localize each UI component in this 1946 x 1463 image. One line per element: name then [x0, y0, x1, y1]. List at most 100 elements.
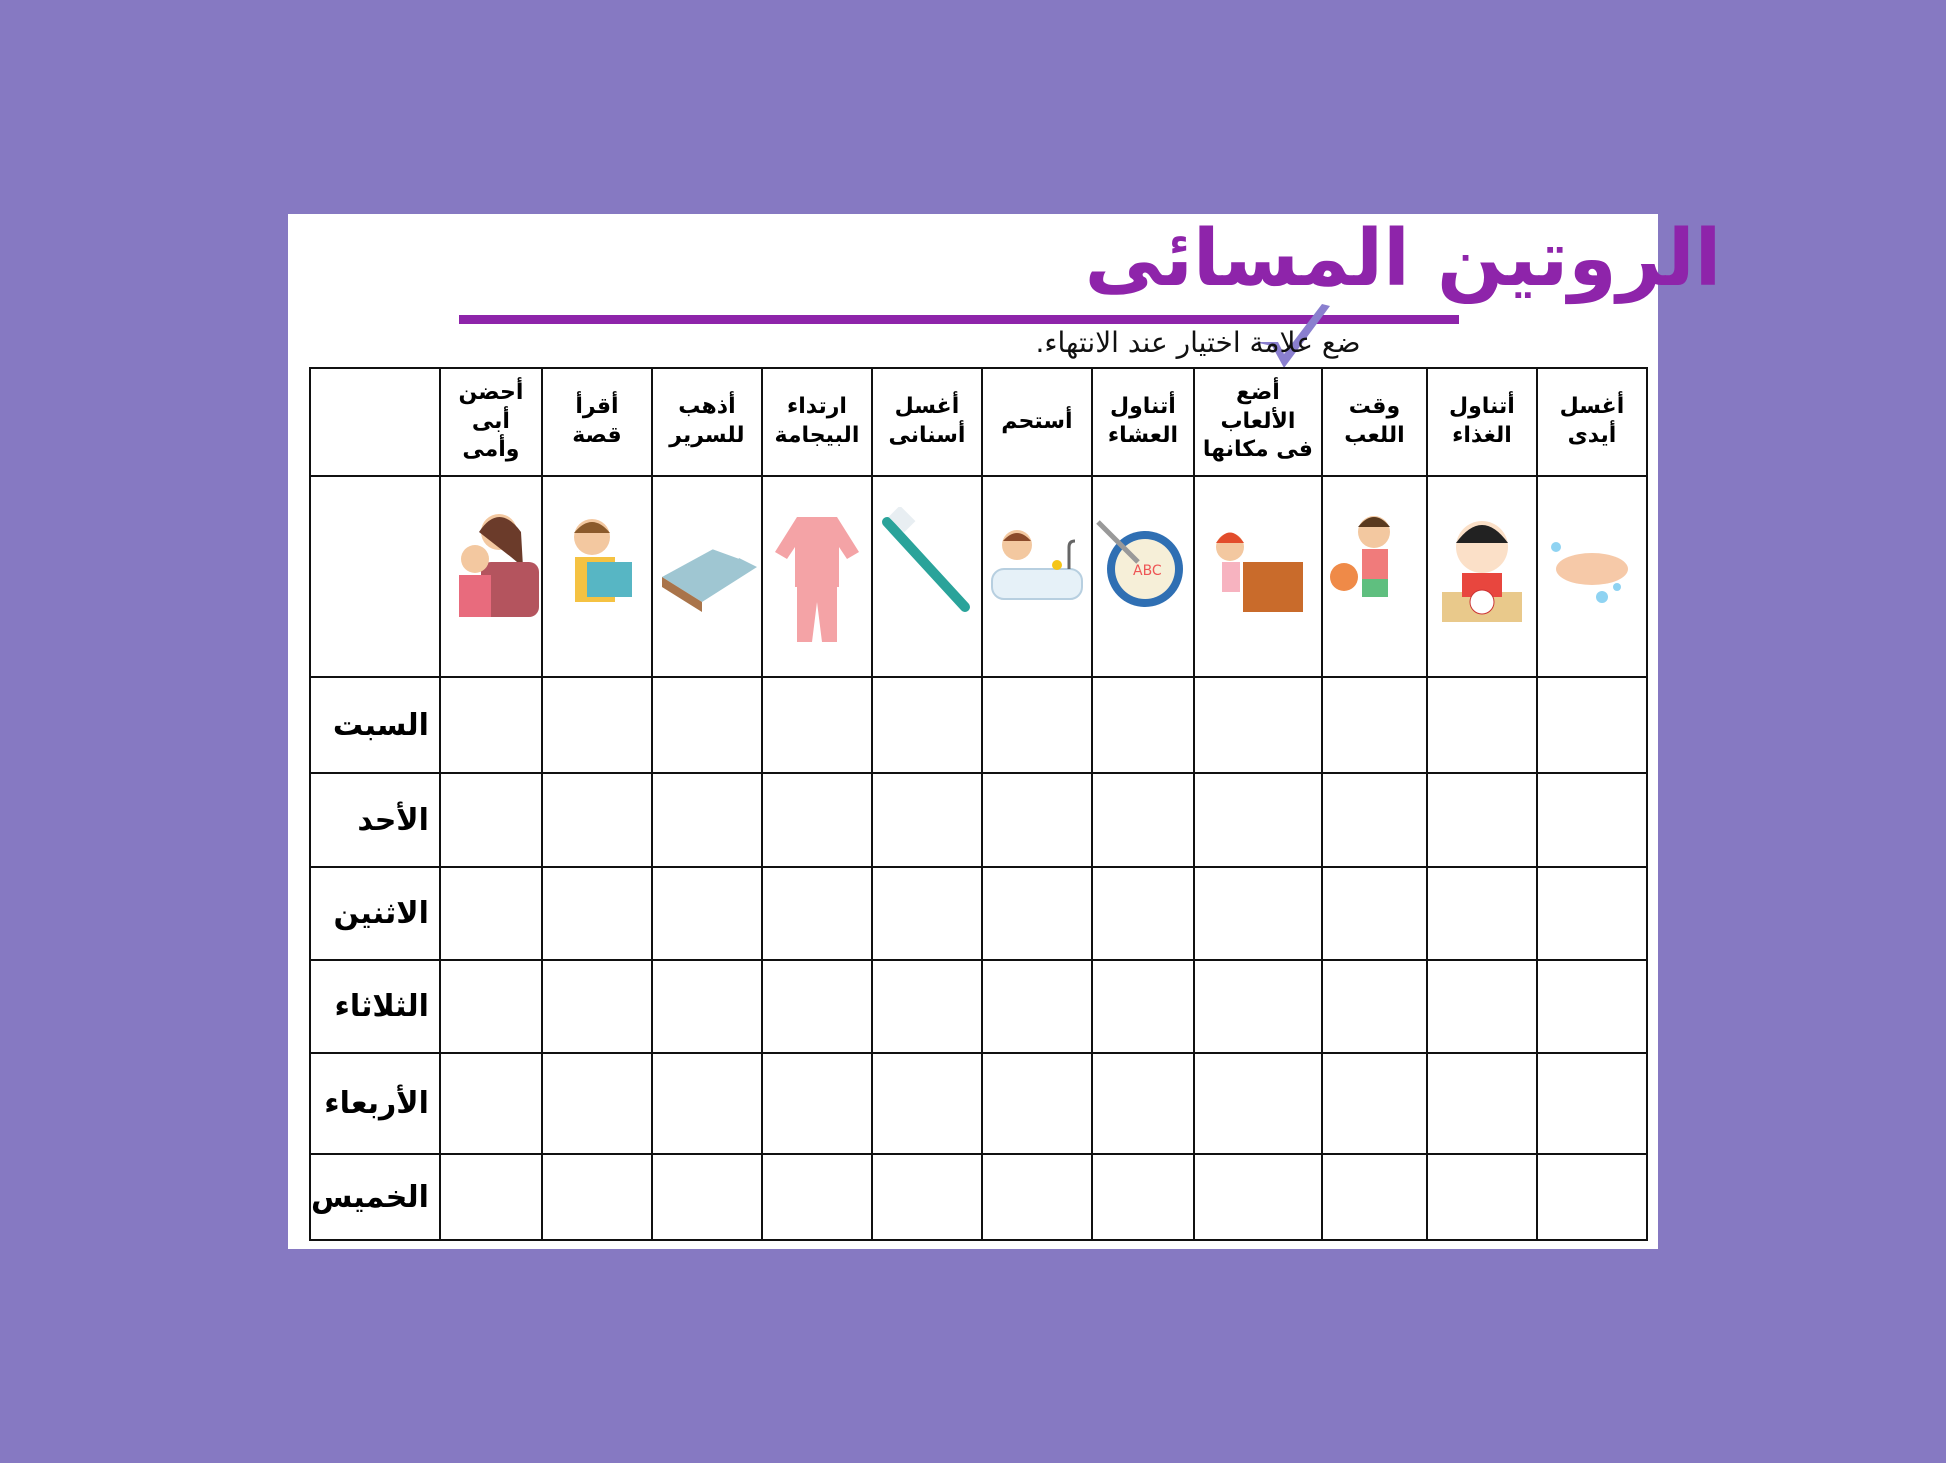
column-illustration — [438, 475, 543, 678]
bed-icon — [661, 536, 757, 612]
check-cell[interactable] — [980, 676, 1093, 774]
check-cell[interactable] — [870, 1153, 983, 1241]
day-label: الأربعاء — [309, 1052, 441, 1155]
corner-cell — [309, 475, 441, 678]
check-cell[interactable] — [438, 1153, 543, 1241]
check-cell[interactable] — [870, 959, 983, 1054]
column-header: أستحم — [980, 367, 1093, 477]
column-illustration — [760, 475, 873, 678]
check-cell[interactable] — [1090, 1153, 1195, 1241]
column-illustration: ABC — [1090, 475, 1195, 678]
check-cell[interactable] — [540, 1153, 653, 1241]
column-illustration — [870, 475, 983, 678]
column-header: أغسل أسنانى — [870, 367, 983, 477]
check-cell[interactable] — [1320, 772, 1428, 868]
column-illustration — [650, 475, 763, 678]
check-cell[interactable] — [1535, 772, 1648, 868]
check-cell[interactable] — [1320, 1153, 1428, 1241]
check-cell[interactable] — [870, 866, 983, 961]
column-header: أضع الألعاب فى مكانها — [1192, 367, 1323, 477]
check-cell[interactable] — [1425, 959, 1538, 1054]
check-cell[interactable] — [650, 866, 763, 961]
check-cell[interactable] — [980, 1052, 1093, 1155]
check-cell[interactable] — [1425, 1052, 1538, 1155]
check-cell[interactable] — [1192, 866, 1323, 961]
check-cell[interactable] — [980, 866, 1093, 961]
check-cell[interactable] — [540, 772, 653, 868]
check-cell[interactable] — [1090, 1052, 1195, 1155]
check-cell[interactable] — [540, 1052, 653, 1155]
check-cell[interactable] — [438, 959, 543, 1054]
check-cell[interactable] — [1425, 676, 1538, 774]
column-header: أذهب للسرير — [650, 367, 763, 477]
check-cell[interactable] — [1425, 866, 1538, 961]
check-cell[interactable] — [760, 772, 873, 868]
column-header: أتناول العشاء — [1090, 367, 1195, 477]
column-header: أحضن أبى وأمى — [438, 367, 543, 477]
check-cell[interactable] — [760, 676, 873, 774]
day-label: الخميس — [309, 1153, 441, 1241]
check-cell[interactable] — [1425, 772, 1538, 868]
check-cell[interactable] — [438, 866, 543, 961]
check-cell[interactable] — [980, 1153, 1093, 1241]
check-cell[interactable] — [1090, 772, 1195, 868]
check-cell[interactable] — [1090, 866, 1195, 961]
check-cell[interactable] — [980, 772, 1093, 868]
column-illustration — [1425, 475, 1538, 678]
girl-eating-icon — [1441, 520, 1522, 622]
check-cell[interactable] — [760, 1052, 873, 1155]
check-cell[interactable] — [1535, 676, 1648, 774]
check-cell[interactable] — [650, 959, 763, 1054]
check-cell[interactable] — [870, 676, 983, 774]
soup-bowl-icon: ABC — [1096, 519, 1183, 607]
check-cell[interactable] — [760, 866, 873, 961]
check-cell[interactable] — [1320, 1052, 1428, 1155]
check-cell[interactable] — [438, 772, 543, 868]
title-underline — [459, 315, 1459, 324]
check-cell[interactable] — [1320, 676, 1428, 774]
page-title: الروتين المسائى — [1084, 214, 1722, 304]
check-cell[interactable] — [1535, 866, 1648, 961]
check-cell[interactable] — [980, 959, 1093, 1054]
corner-cell — [309, 367, 441, 477]
check-cell[interactable] — [1320, 959, 1428, 1054]
check-cell[interactable] — [650, 1052, 763, 1155]
check-cell[interactable] — [1425, 1153, 1538, 1241]
check-cell[interactable] — [1192, 1052, 1323, 1155]
check-cell[interactable] — [760, 1153, 873, 1241]
day-label: الثلاثاء — [309, 959, 441, 1054]
check-cell[interactable] — [650, 676, 763, 774]
check-cell[interactable] — [1090, 959, 1195, 1054]
check-cell[interactable] — [438, 1052, 543, 1155]
day-row: الأحد — [309, 772, 1648, 868]
check-cell[interactable] — [1535, 1052, 1648, 1155]
check-cell[interactable] — [1090, 676, 1195, 774]
column-header: وقت اللعب — [1320, 367, 1428, 477]
check-cell[interactable] — [1535, 959, 1648, 1054]
check-cell[interactable] — [1192, 959, 1323, 1054]
check-cell[interactable] — [1192, 1153, 1323, 1241]
check-cell[interactable] — [1192, 772, 1323, 868]
check-cell[interactable] — [540, 959, 653, 1054]
day-label: الاثنين — [309, 866, 441, 961]
check-cell[interactable] — [540, 866, 653, 961]
check-cell[interactable] — [1535, 1153, 1648, 1241]
check-cell[interactable] — [650, 1153, 763, 1241]
check-cell[interactable] — [870, 1052, 983, 1155]
column-illustration — [1535, 475, 1648, 678]
svg-text:ABC: ABC — [1133, 563, 1162, 579]
check-cell[interactable] — [1320, 866, 1428, 961]
check-cell[interactable] — [760, 959, 873, 1054]
day-label: السبت — [309, 676, 441, 774]
boy-playing-ball-icon — [1330, 515, 1391, 597]
day-row: السبت — [309, 676, 1648, 774]
check-cell[interactable] — [540, 676, 653, 774]
column-illustration — [1192, 475, 1323, 678]
check-cell[interactable] — [870, 772, 983, 868]
day-row: الثلاثاء — [309, 959, 1648, 1054]
routine-chart-sheet: الروتين المسائى ضع علامة اختيار عند الان… — [288, 214, 1721, 1249]
check-cell[interactable] — [438, 676, 543, 774]
column-illustration — [980, 475, 1093, 678]
check-cell[interactable] — [650, 772, 763, 868]
check-cell[interactable] — [1192, 676, 1323, 774]
